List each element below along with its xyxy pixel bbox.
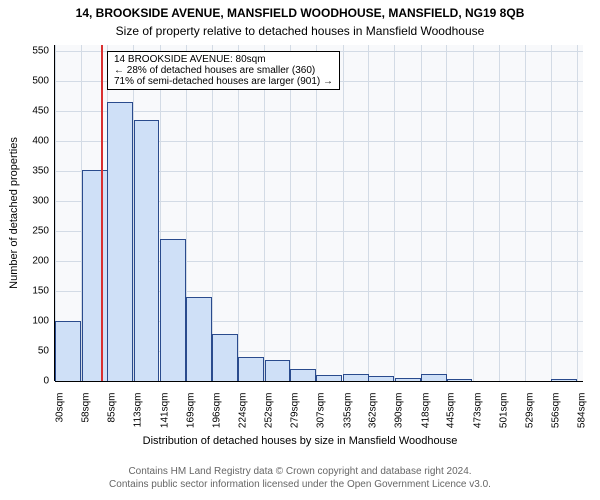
y-tick-label: 300 bbox=[9, 196, 49, 207]
x-tick-label: 501sqm bbox=[499, 393, 510, 429]
histogram-bar bbox=[212, 334, 238, 381]
x-tick-label: 85sqm bbox=[106, 393, 117, 423]
x-tick-label: 169sqm bbox=[186, 393, 197, 429]
legend-line-2: ← 28% of detached houses are smaller (36… bbox=[114, 65, 333, 76]
x-tick-label: 529sqm bbox=[525, 393, 536, 429]
histogram-bar bbox=[160, 239, 186, 381]
x-axis-line bbox=[55, 381, 583, 382]
x-tick-label: 307sqm bbox=[316, 393, 327, 429]
histogram-bar bbox=[343, 374, 369, 381]
y-tick-label: 200 bbox=[9, 256, 49, 267]
y-tick-label: 150 bbox=[9, 286, 49, 297]
histogram-bar bbox=[82, 170, 108, 381]
footer-line-2: Contains public sector information licen… bbox=[0, 479, 600, 492]
x-tick-label: 196sqm bbox=[211, 393, 222, 429]
x-tick-label: 224sqm bbox=[237, 393, 248, 429]
x-tick-label: 30sqm bbox=[55, 393, 66, 423]
footer-attribution: Contains HM Land Registry data © Crown c… bbox=[0, 466, 600, 491]
x-tick-label: 362sqm bbox=[368, 393, 379, 429]
histogram-bar bbox=[186, 297, 212, 381]
subject-marker-line bbox=[101, 45, 103, 381]
y-tick-label: 100 bbox=[9, 316, 49, 327]
y-tick-label: 250 bbox=[9, 226, 49, 237]
x-tick-label: 141sqm bbox=[159, 393, 170, 429]
histogram-bar bbox=[265, 360, 291, 381]
x-tick-label: 113sqm bbox=[133, 393, 144, 428]
gridline-vertical bbox=[290, 45, 291, 381]
histogram-bar bbox=[134, 120, 160, 381]
gridline-vertical bbox=[499, 45, 500, 381]
gridline-vertical bbox=[473, 45, 474, 381]
title-main: 14, BROOKSIDE AVENUE, MANSFIELD WOODHOUS… bbox=[0, 6, 600, 20]
gridline-vertical bbox=[316, 45, 317, 381]
gridline-vertical bbox=[264, 45, 265, 381]
histogram-bar bbox=[55, 321, 81, 381]
x-tick-label: 335sqm bbox=[342, 393, 353, 429]
gridline-vertical bbox=[368, 45, 369, 381]
gridline-vertical bbox=[551, 45, 552, 381]
x-tick-label: 252sqm bbox=[264, 393, 275, 429]
y-tick-label: 50 bbox=[9, 346, 49, 357]
x-tick-label: 58sqm bbox=[81, 393, 92, 423]
x-axis-label: Distribution of detached houses by size … bbox=[0, 435, 600, 447]
x-tick-label: 279sqm bbox=[289, 393, 300, 429]
histogram-bar bbox=[238, 357, 264, 381]
legend-line-3: 71% of semi-detached houses are larger (… bbox=[114, 76, 333, 87]
gridline-vertical bbox=[343, 45, 344, 381]
y-tick-label: 350 bbox=[9, 166, 49, 177]
plot-area: 14 BROOKSIDE AVENUE: 80sqm ← 28% of deta… bbox=[55, 45, 583, 381]
histogram-bar bbox=[290, 369, 316, 381]
gridline-vertical bbox=[525, 45, 526, 381]
histogram-bar bbox=[421, 374, 447, 381]
title-sub: Size of property relative to detached ho… bbox=[0, 24, 600, 38]
histogram-bar bbox=[107, 102, 133, 381]
x-tick-label: 556sqm bbox=[550, 393, 561, 429]
y-tick-label: 500 bbox=[9, 76, 49, 87]
y-axis-line bbox=[54, 45, 55, 381]
y-tick-label: 400 bbox=[9, 136, 49, 147]
gridline-vertical bbox=[238, 45, 239, 381]
gridline-vertical bbox=[446, 45, 447, 381]
x-tick-label: 473sqm bbox=[472, 393, 483, 429]
legend-line-1: 14 BROOKSIDE AVENUE: 80sqm bbox=[114, 54, 333, 65]
gridline-vertical bbox=[394, 45, 395, 381]
footer-line-1: Contains HM Land Registry data © Crown c… bbox=[0, 466, 600, 479]
x-tick-label: 418sqm bbox=[420, 393, 431, 429]
y-tick-label: 450 bbox=[9, 106, 49, 117]
y-tick-label: 0 bbox=[9, 376, 49, 387]
x-tick-label: 390sqm bbox=[394, 393, 405, 429]
chart-container: { "title_main": "14, BROOKSIDE AVENUE, M… bbox=[0, 0, 600, 500]
x-tick-label: 445sqm bbox=[446, 393, 457, 429]
legend-box: 14 BROOKSIDE AVENUE: 80sqm ← 28% of deta… bbox=[107, 51, 340, 90]
y-tick-label: 550 bbox=[9, 46, 49, 57]
gridline-vertical bbox=[421, 45, 422, 381]
gridline-vertical bbox=[577, 45, 578, 381]
x-tick-label: 584sqm bbox=[577, 393, 588, 429]
